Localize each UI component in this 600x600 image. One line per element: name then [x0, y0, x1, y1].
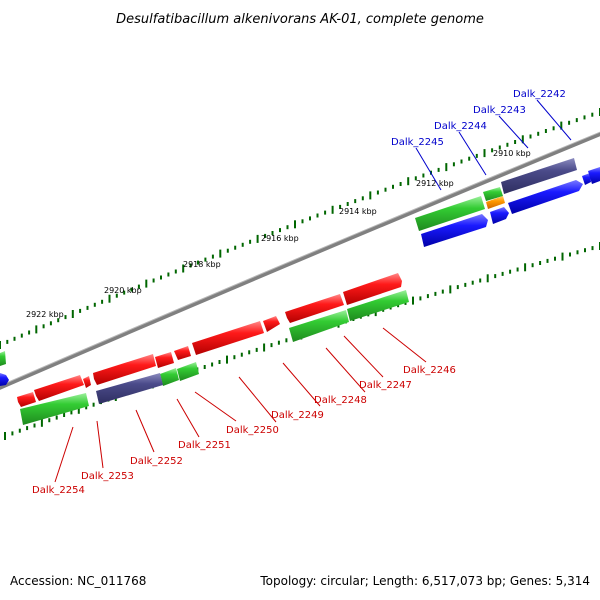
gene-feature — [174, 346, 191, 360]
gene-feature — [34, 375, 84, 401]
kbp-tick-row-outer — [0, 108, 600, 349]
gene-feature — [421, 214, 488, 247]
gene-feature — [160, 368, 179, 386]
gene-feature — [0, 373, 9, 386]
gene-label: Dalk_2242 — [513, 89, 566, 100]
genome-backbone-highlight — [0, 131, 600, 387]
gene-feature — [582, 173, 591, 185]
genome-backbone — [0, 131, 600, 390]
kbp-label: 2910 kbp — [493, 149, 531, 158]
kbp-label: 2922 kbp — [26, 310, 64, 319]
gene-feature — [155, 352, 174, 368]
gene-feature — [192, 321, 264, 355]
genome-title: Desulfatibacillum alkenivorans AK-01, co… — [116, 12, 484, 27]
gene-label: Dalk_2247 — [359, 380, 412, 391]
gene-label: Dalk_2249 — [271, 410, 324, 421]
kbp-label: 2912 kbp — [416, 179, 454, 188]
gene-feature — [486, 196, 505, 209]
gene-feature — [347, 290, 409, 321]
gene-feature — [501, 158, 577, 194]
gene-feature — [289, 310, 349, 342]
bottom-label-leaders — [54, 327, 427, 483]
top-label-leaders — [415, 99, 572, 191]
gene-feature — [93, 354, 156, 385]
kbp-label: 2914 kbp — [339, 207, 377, 216]
kbp-label: 2916 kbp — [261, 234, 299, 243]
gene-feature — [508, 180, 583, 214]
gene-label: Dalk_2245 — [391, 137, 444, 148]
kbp-labels: 2910 kbp 2912 kbp 2914 kbp 2916 kbp 2918… — [26, 149, 531, 319]
gene-feature — [20, 393, 89, 425]
gene-label: Dalk_2254 — [32, 485, 85, 496]
gene-feature — [483, 187, 503, 201]
gene-feature — [343, 273, 402, 305]
gene-label: Dalk_2244 — [434, 121, 487, 132]
top-gene-labels: Dalk_2242 Dalk_2243 Dalk_2244 Dalk_2245 — [391, 89, 566, 148]
accession-text: Accession: NC_011768 — [10, 574, 147, 588]
gene-feature — [588, 167, 600, 184]
gene-label: Dalk_2248 — [314, 395, 367, 406]
reverse-strand-genes — [415, 158, 600, 247]
gene-feature — [83, 376, 91, 388]
gene-feature — [177, 362, 199, 381]
gene-feature — [0, 351, 6, 366]
gene-feature — [285, 294, 344, 323]
kbp-label: 2920 kbp — [104, 286, 142, 295]
gene-label: Dalk_2246 — [403, 365, 456, 376]
bottom-gene-labels: Dalk_2246 Dalk_2247 Dalk_2248 Dalk_2249 … — [32, 365, 456, 496]
gene-feature — [263, 316, 280, 332]
gene-label: Dalk_2251 — [178, 440, 231, 451]
kbp-label: 2918 kbp — [183, 260, 221, 269]
gene-feature — [415, 196, 485, 231]
gene-label: Dalk_2252 — [130, 456, 183, 467]
gene-label: Dalk_2250 — [226, 425, 279, 436]
forward-strand-genes — [0, 273, 409, 425]
gene-feature — [490, 207, 509, 224]
gene-feature — [96, 373, 163, 404]
gene-label: Dalk_2253 — [81, 471, 134, 482]
gene-label: Dalk_2243 — [473, 105, 526, 116]
topology-text: Topology: circular; Length: 6,517,073 bp… — [260, 574, 590, 588]
gene-feature — [17, 392, 36, 407]
